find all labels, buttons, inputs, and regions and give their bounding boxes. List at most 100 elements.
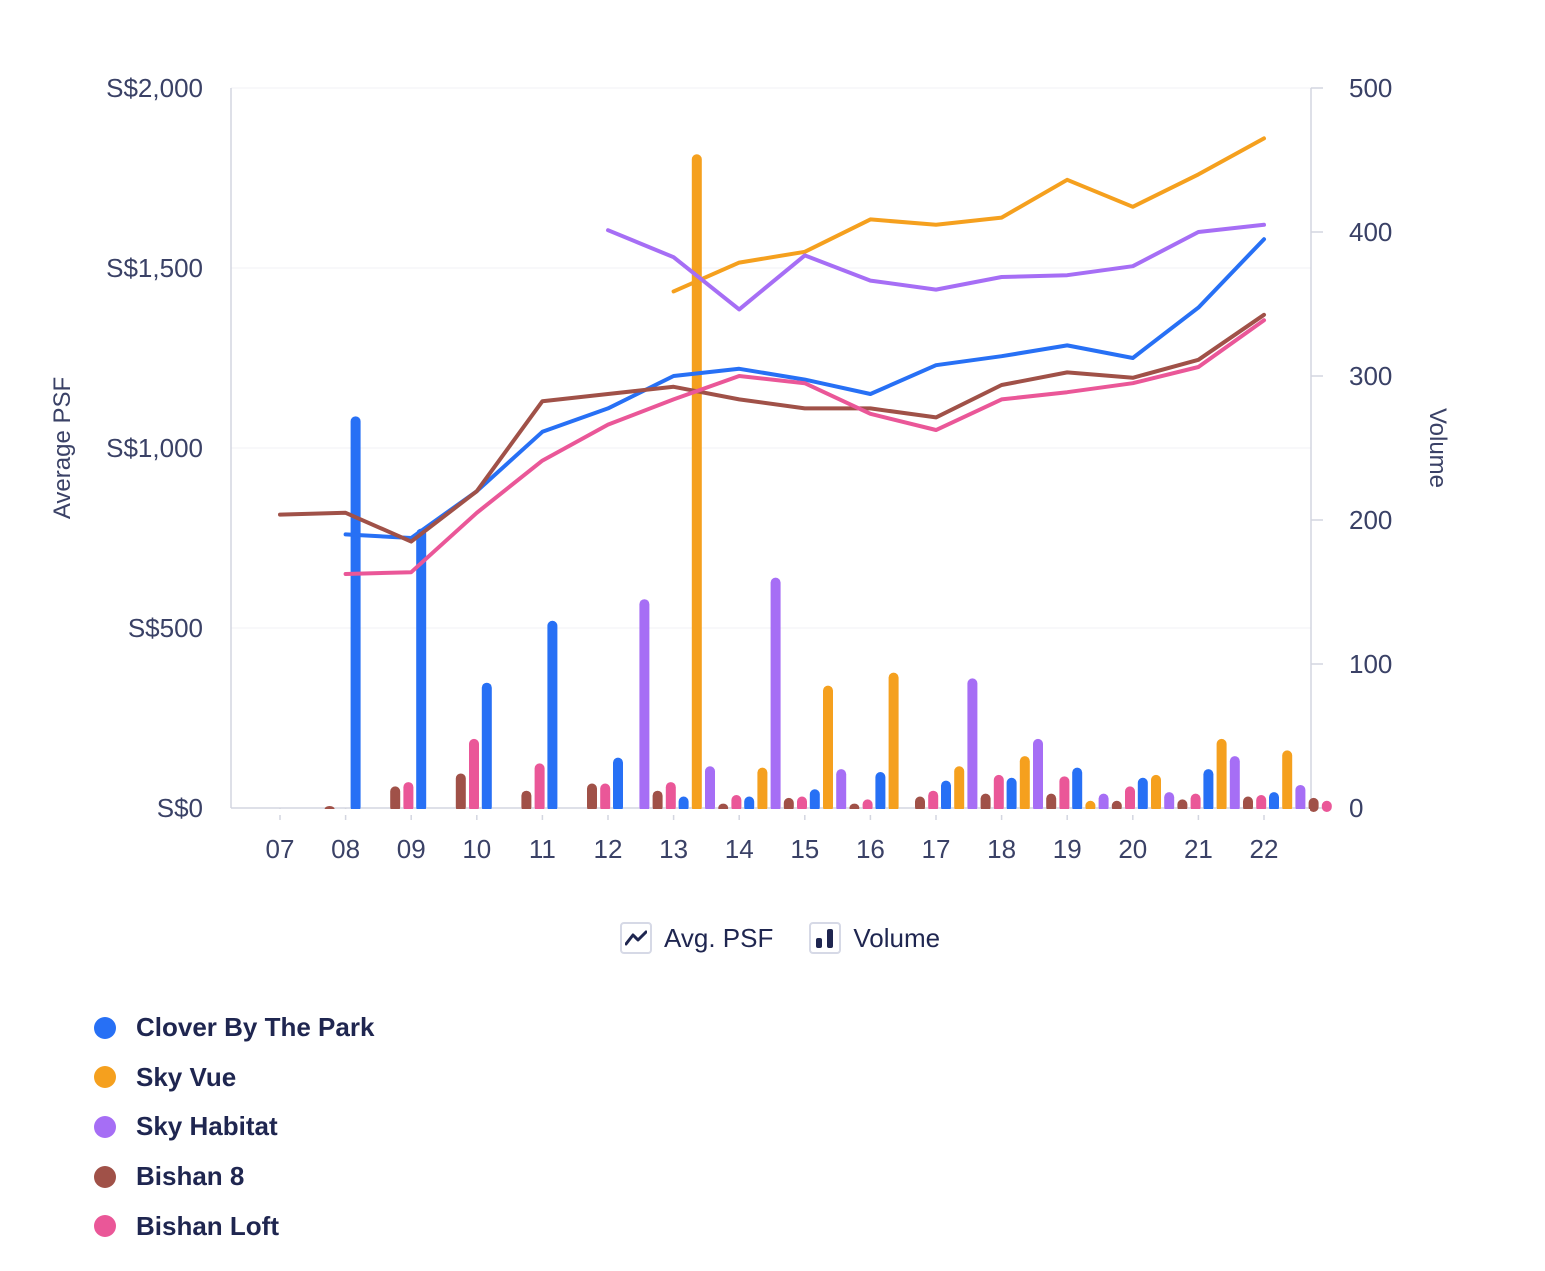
x-tick-label: 07 (266, 834, 295, 864)
volume-bar (836, 769, 847, 812)
volume-bar (455, 773, 466, 812)
avg-psf-toggle[interactable]: Avg. PSF (620, 922, 773, 954)
volume-bar (652, 790, 663, 812)
volume-bar (1216, 738, 1227, 812)
volume-bar (403, 782, 414, 812)
x-tick-label: 21 (1184, 834, 1213, 864)
y-left-tick-label: S$1,000 (106, 433, 203, 463)
volume-bar (1243, 796, 1253, 812)
x-tick-label: 08 (331, 834, 360, 864)
volume-bar (1295, 784, 1306, 812)
volume-bar (862, 799, 873, 812)
volume-bar (1059, 776, 1070, 812)
x-tick-label: 22 (1250, 834, 1279, 864)
legend-dot (94, 1115, 116, 1138)
legend-item-sky-vue[interactable]: Sky Vue (94, 1053, 374, 1103)
volume-bar (1137, 777, 1148, 812)
volume-bar (521, 790, 532, 812)
volume-bar (1321, 800, 1332, 812)
volume-bars (232, 154, 1332, 815)
volume-bar (888, 672, 899, 812)
volume-bar (1046, 793, 1057, 812)
tick-labels: S$0 S$500 S$1,000 S$1,500 S$2,000 0 100 200 300 4… (106, 73, 1392, 864)
psf-lines (278, 136, 1266, 576)
psf-line (278, 312, 1266, 544)
y-right-tick-label: 100 (1349, 649, 1392, 679)
x-tick-label: 19 (1053, 834, 1082, 864)
legend-item-sky-habitat[interactable]: Sky Habitat (94, 1102, 374, 1152)
volume-bar (469, 738, 479, 812)
volume-bar (1072, 767, 1083, 812)
x-tick-label: 13 (659, 834, 688, 864)
volume-bar (731, 795, 742, 812)
volume-bar (691, 154, 702, 813)
bar-chart-icon (809, 922, 842, 954)
volume-bar (915, 796, 925, 812)
x-tick-label: 16 (856, 834, 885, 864)
volume-bar (1125, 786, 1135, 812)
y-left-tick-label: S$500 (128, 613, 203, 643)
y-right-tick-label: 500 (1349, 73, 1392, 103)
volume-bar (1203, 769, 1214, 812)
legend-label: Bishan Loft (136, 1210, 279, 1241)
volume-bar (967, 678, 978, 812)
y-right-tick-label: 400 (1349, 217, 1392, 247)
legend-label: Sky Vue (136, 1061, 237, 1092)
y-left-tick-label: S$2,000 (106, 73, 203, 103)
volume-bar (639, 599, 650, 812)
x-tick-label: 09 (397, 834, 426, 864)
x-tick-label: 12 (594, 834, 623, 864)
volume-bar (1019, 756, 1030, 812)
volume-bar (941, 780, 951, 812)
legend-item-bishan-8[interactable]: Bishan 8 (94, 1152, 374, 1202)
legend-dot (94, 1016, 116, 1039)
volume-bar (1151, 774, 1161, 812)
y-right-axis-title: Volume (1424, 408, 1451, 488)
psf-line (343, 237, 1266, 540)
legend-label: Sky Habitat (136, 1111, 278, 1142)
volume-bar (547, 620, 558, 812)
volume-bar (980, 793, 991, 812)
legend-item-bishan-loft[interactable]: Bishan Loft (94, 1201, 374, 1251)
volume-bar (1256, 795, 1267, 812)
volume-bar (1098, 793, 1109, 812)
legend-label: Bishan 8 (136, 1161, 245, 1192)
volume-bar (783, 797, 794, 812)
y-left-tick-label: S$1,500 (106, 253, 203, 283)
legend-item-clover-by-the-park[interactable]: Clover By The Park (94, 1003, 374, 1053)
volume-bar (390, 786, 401, 812)
legend-dot (94, 1165, 116, 1188)
volume-bar (481, 682, 492, 812)
volume-bar (587, 783, 597, 812)
y-right-tick-label: 200 (1349, 505, 1392, 535)
x-tick-label: 20 (1118, 834, 1147, 864)
legend-dot (94, 1215, 116, 1238)
series-legend: Clover By The Park Sky Vue Sky Habitat B… (94, 1003, 374, 1251)
volume-bar (1269, 792, 1279, 812)
volume-bar (534, 763, 545, 812)
volume-bar (797, 796, 807, 812)
volume-bar (1282, 750, 1293, 812)
volume-toggle[interactable]: Volume (809, 922, 940, 954)
volume-bar (1229, 756, 1240, 812)
x-tick-label: 11 (529, 834, 556, 864)
bar-base-mask (232, 809, 1310, 815)
y-left-axis-title: Average PSF (49, 377, 76, 519)
volume-bar (744, 796, 755, 812)
volume-bar (613, 757, 623, 812)
x-tick-label: 14 (725, 834, 754, 864)
volume-bar (1033, 738, 1043, 812)
volume-bar (600, 783, 611, 812)
volume-bar (928, 790, 939, 812)
volume-bar (1190, 793, 1201, 812)
volume-bar (993, 774, 1004, 812)
grid-lines (231, 87, 1311, 629)
avg-psf-toggle-label: Avg. PSF (664, 922, 774, 953)
volume-bar (1177, 799, 1188, 812)
y-right-tick-label: 0 (1349, 793, 1363, 823)
volume-bar (350, 416, 361, 812)
legend-dot (94, 1066, 116, 1089)
chart-type-toggles: Avg. PSF Volume (620, 922, 940, 954)
combo-chart: S$0 S$500 S$1,000 S$1,500 S$2,000 0 100 200 300 4… (49, 73, 1451, 864)
volume-bar (705, 766, 715, 812)
